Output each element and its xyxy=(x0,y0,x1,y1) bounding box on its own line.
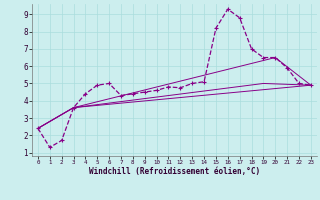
X-axis label: Windchill (Refroidissement éolien,°C): Windchill (Refroidissement éolien,°C) xyxy=(89,167,260,176)
